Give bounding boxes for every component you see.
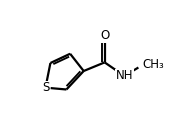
Text: S: S (42, 81, 49, 94)
Text: O: O (100, 29, 109, 42)
Text: CH₃: CH₃ (143, 58, 165, 71)
Text: NH: NH (116, 69, 133, 82)
